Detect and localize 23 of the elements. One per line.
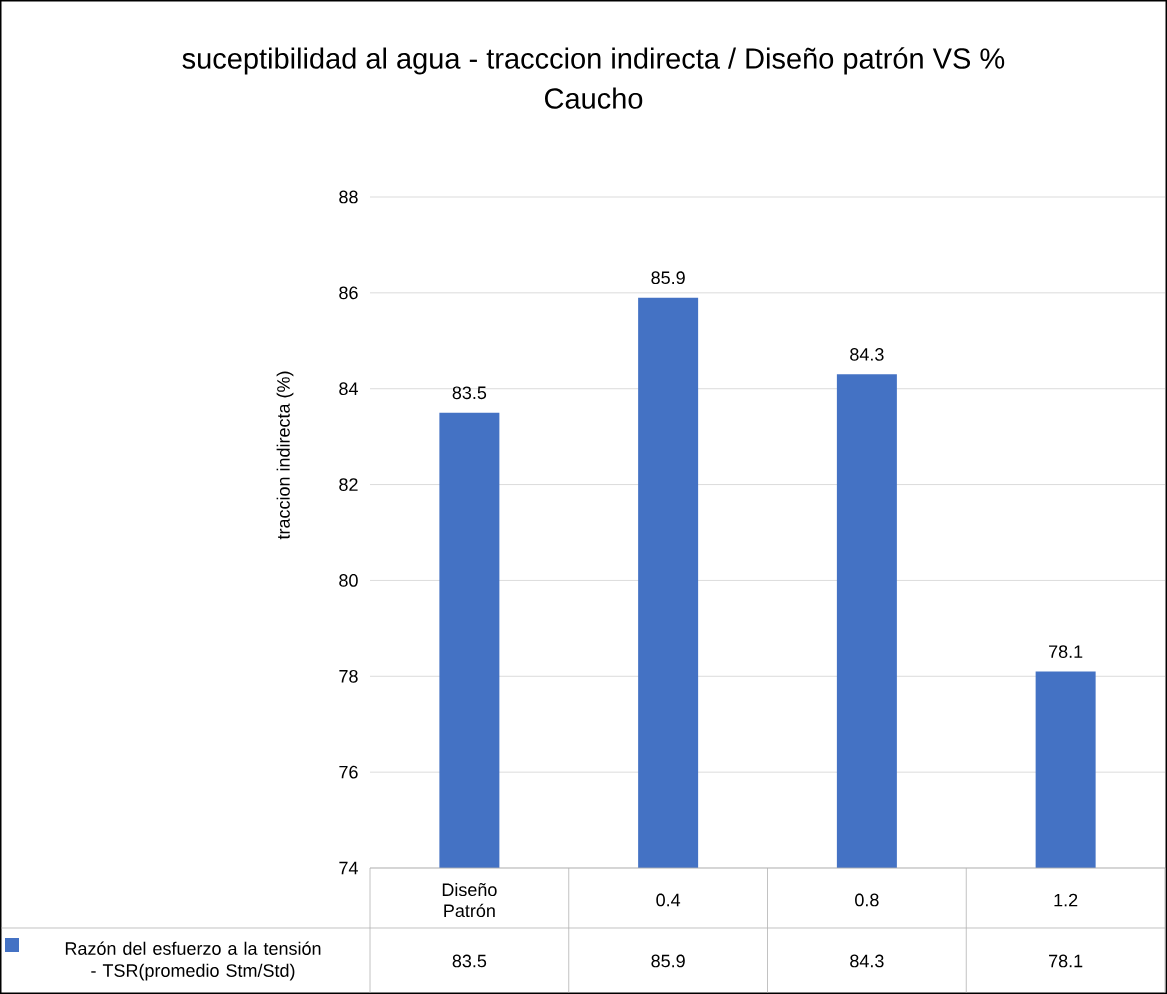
x-tick-label: 1.2 (1054, 893, 1078, 907)
text: 83.5 (452, 386, 487, 400)
y-tick-label: 86 (339, 286, 358, 300)
y-tick-label: 84 (339, 382, 358, 396)
data-label: 83.5 (452, 954, 487, 968)
text: 84.3 (850, 348, 884, 361)
y-tick-label: 76 (339, 765, 358, 779)
x-tick-label: Diseño Patrón (442, 882, 497, 918)
y-tick-label: 82 (339, 478, 358, 491)
data-label: 84.3 (850, 954, 884, 968)
data-label: 78.1 (1049, 954, 1083, 968)
text: Razón del esfuerzo a la tensión - TSR(promedio Stm/Std) (65, 941, 321, 981)
y-tick-label: 74 (339, 861, 358, 875)
text: 85.9 (651, 271, 685, 285)
y-tick-label: 80 (339, 574, 358, 587)
x-tick-label: 0.8 (855, 893, 879, 907)
y-axis-title: traccion indirecta (%) (276, 371, 294, 540)
data-label: 85.9 (651, 954, 685, 968)
chart-title: suceptibilidad al agua - tracccion indirecta / Diseño patrón VS % Caucho (182, 47, 1005, 109)
y-tick-label: 88 (339, 190, 358, 204)
text: 78.1 (1049, 645, 1083, 658)
y-tick-label: 78 (339, 669, 358, 683)
x-tick-label: 0.4 (656, 893, 681, 907)
